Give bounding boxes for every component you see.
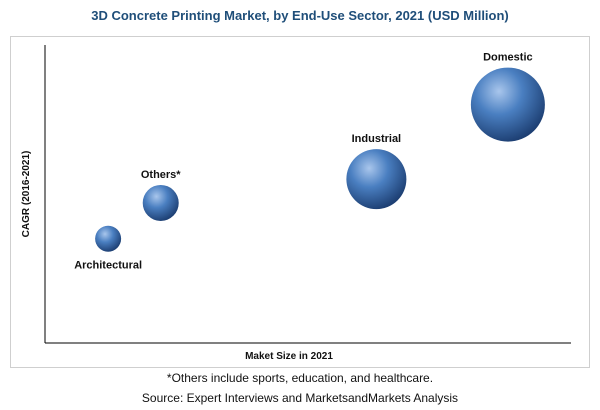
bubble-architectural	[95, 225, 122, 252]
footnote: *Others include sports, education, and h…	[166, 371, 434, 385]
bubble-label-others: Others*	[141, 169, 181, 181]
chart-frame: CAGR (2016-2021) Maket Size in 2021 Arch…	[10, 36, 590, 368]
x-axis-label: Maket Size in 2021	[245, 351, 333, 362]
bubble-others	[142, 184, 179, 221]
bubble-domestic	[470, 67, 545, 142]
bubble-label-domestic: Domestic	[483, 52, 533, 64]
y-axis-label: CAGR (2016-2021)	[21, 151, 32, 238]
bubble-label-architectural: Architectural	[74, 260, 142, 272]
bubble-label-industrial: Industrial	[352, 133, 402, 145]
source-note: Source: Expert Interviews and Marketsand…	[141, 391, 459, 405]
bubble-chart: CAGR (2016-2021) Maket Size in 2021 Arch…	[21, 45, 571, 362]
chart-title: 3D Concrete Printing Market, by End-Use …	[91, 8, 509, 23]
bubble-industrial	[346, 149, 407, 210]
